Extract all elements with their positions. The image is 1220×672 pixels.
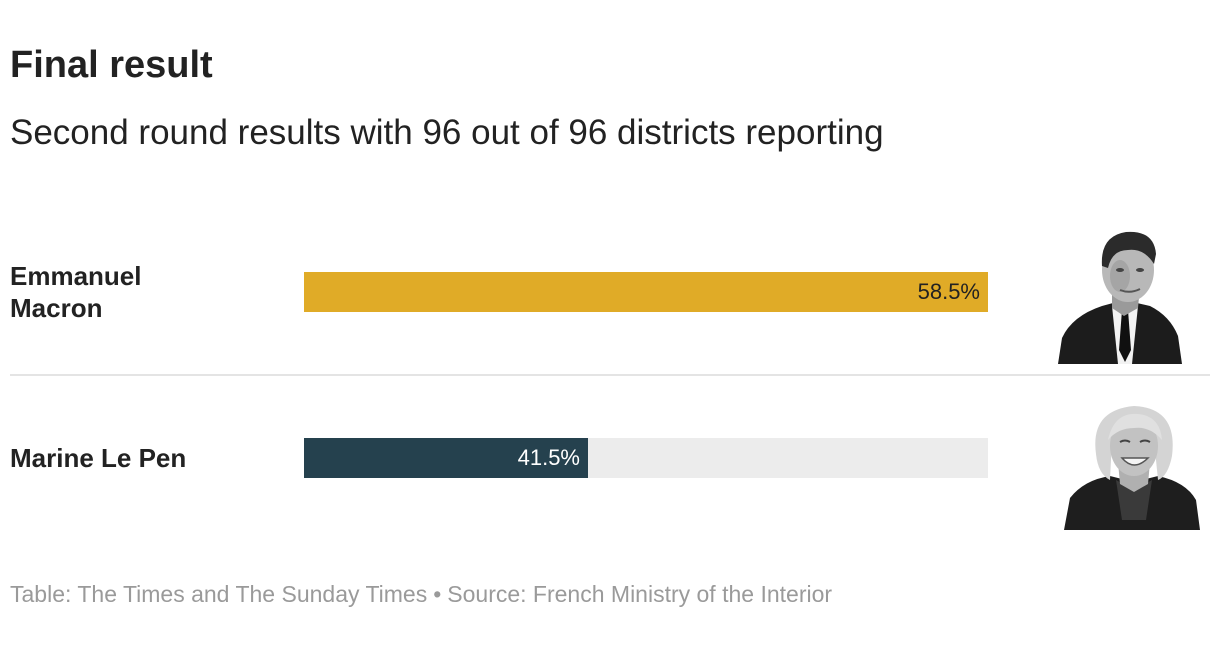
value-label-le-pen: 41.5% (517, 445, 580, 470)
bar-macron: 58.5% (304, 272, 988, 312)
candidate-name-le-pen: Marine Le Pen (10, 443, 187, 473)
row-divider (10, 374, 1210, 376)
value-label-macron: 58.5% (917, 279, 980, 304)
footer-source: Source: French Ministry of the Interior (447, 581, 833, 607)
footer-credit: Table: The Times and The Sunday Times (10, 581, 428, 607)
bar-track-macron: 58.5% (304, 272, 988, 312)
chart-subtitle: Second round results with 96 out of 96 d… (10, 113, 884, 152)
le-pen-portrait-icon (1064, 406, 1200, 530)
footer-separator: • (433, 581, 442, 607)
candidate-name-line-2: Macron (10, 293, 103, 323)
chart-title: Final result (10, 44, 213, 86)
candidate-name-line-1: Emmanuel (10, 261, 142, 291)
candidate-name-macron: Emmanuel Macron (10, 260, 280, 324)
macron-portrait-icon (1058, 231, 1182, 364)
chart-footer: Table: The Times and The Sunday Times • So… (10, 581, 832, 608)
candidate-row-le-pen: Marine Le Pen 41.5% (0, 376, 1220, 540)
bar-track-le-pen: 41.5% (304, 438, 988, 478)
candidate-row-macron: Emmanuel Macron 58.5% (0, 220, 1220, 374)
bar-le-pen: 41.5% (304, 438, 588, 478)
